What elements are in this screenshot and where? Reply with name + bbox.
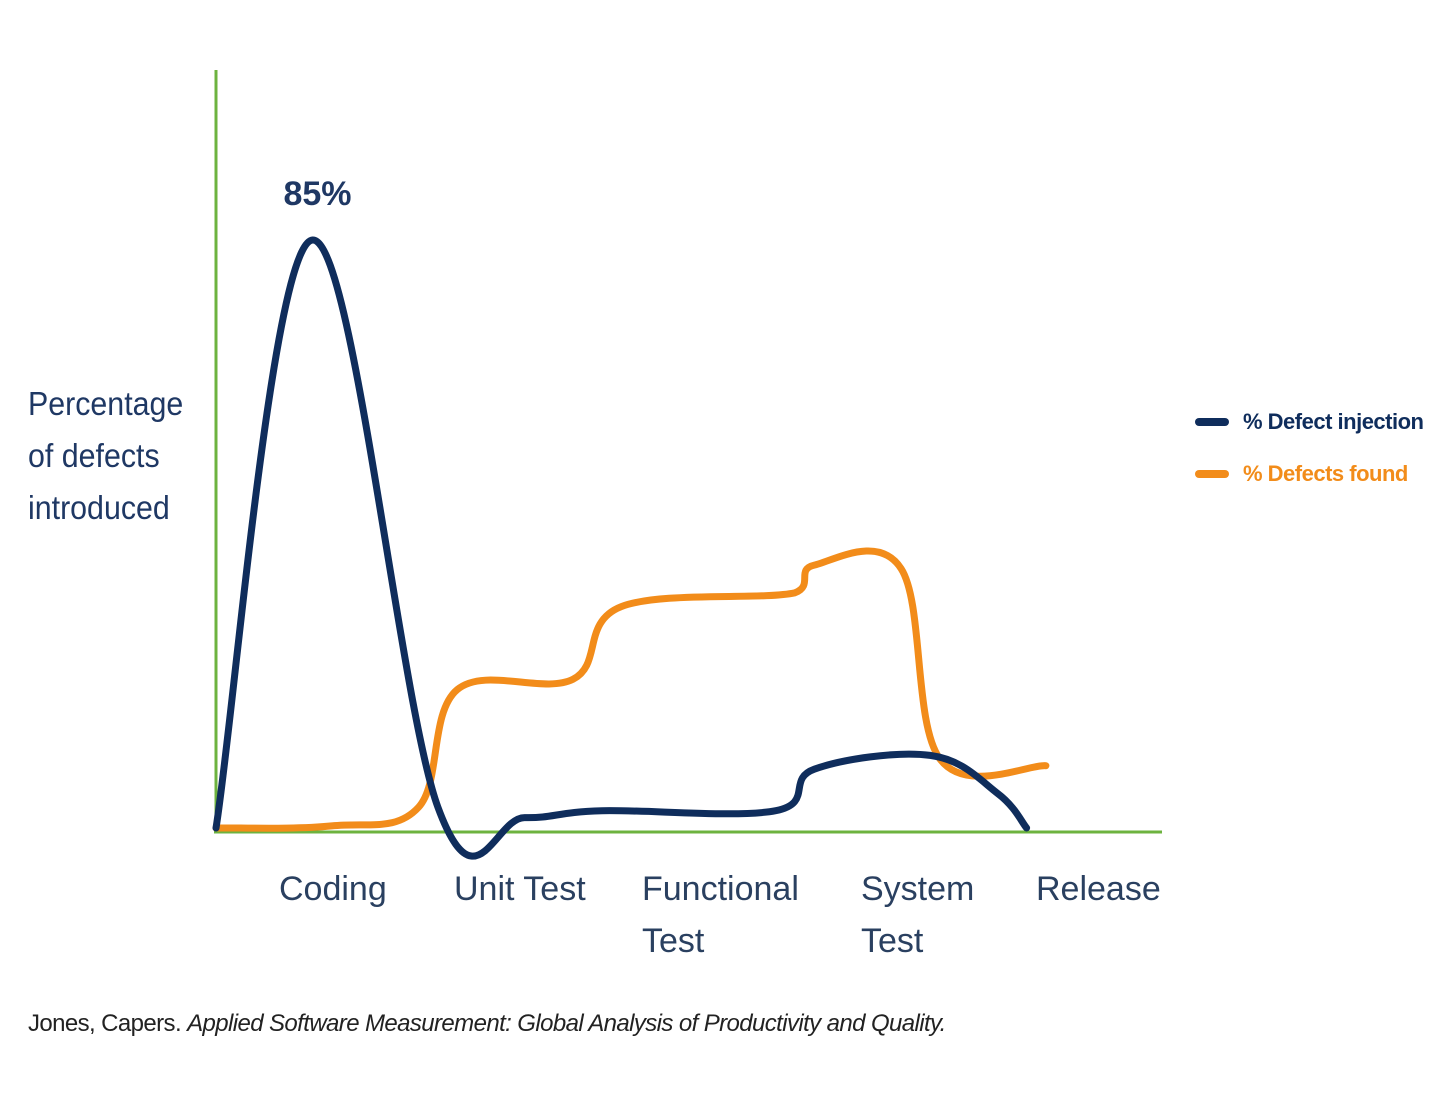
y-axis-label-line-1: Percentage: [28, 385, 184, 422]
x-tick-label-functional-test: Functional: [642, 870, 799, 908]
legend-item-defect-injection: % Defect injection: [1195, 396, 1424, 448]
y-axis-label: Percentage of defects introduced: [28, 378, 183, 534]
legend-item-defects-found: % Defects found: [1195, 448, 1423, 500]
legend-label-defect-injection: % Defect injection: [1243, 409, 1424, 434]
x-tick-label-functional-test-line-2: Test: [642, 922, 705, 960]
x-tick-labels: Coding Unit Test Functional Test System Test R…: [279, 870, 1161, 960]
y-axis-label-line-2: of defects: [28, 437, 160, 474]
source-author: Jones, Capers.: [28, 1010, 182, 1037]
series-line-defects-found: [212, 547, 1050, 832]
source-citation: Jones, Capers. Applied Software Measurem…: [28, 1010, 946, 1038]
x-tick-label-coding: Coding: [279, 870, 387, 908]
y-axis-label-line-3: introduced: [28, 489, 170, 526]
legend: % Defect injection % Defects found: [1195, 396, 1424, 500]
legend-label-defects-found: % Defects found: [1243, 461, 1408, 486]
x-tick-label-system-test-line-2: Test: [861, 922, 924, 960]
x-tick-label-release: Release: [1036, 870, 1161, 908]
source-title: Applied Software Measurement: Global Ana…: [187, 1010, 946, 1037]
legend-swatch-defect-injection: [1195, 418, 1229, 426]
series-line-defect-injection: [212, 236, 1031, 860]
legend-swatch-defects-found: [1195, 470, 1229, 478]
peak-annotation: 85%: [283, 175, 351, 213]
x-tick-label-system-test: System: [861, 870, 974, 908]
x-tick-label-unit-test: Unit Test: [454, 870, 586, 908]
